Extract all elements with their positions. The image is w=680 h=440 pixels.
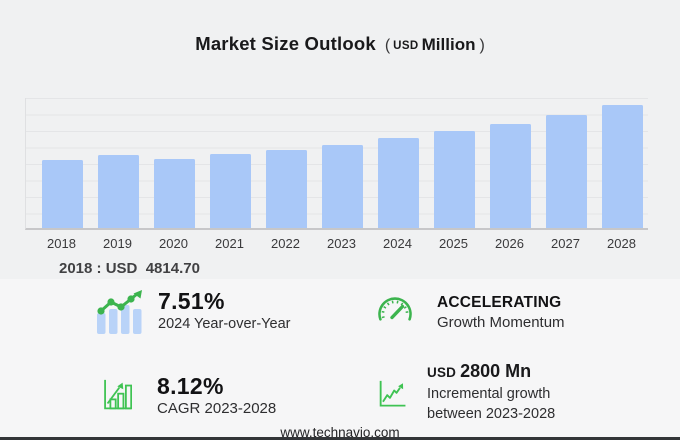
bar-2023 [322,144,363,228]
bar-2021 [210,154,251,228]
unit-label: Million [421,35,476,54]
bar-2019 [98,154,139,228]
incremental-label: Incremental growth between 2023-2028 [427,386,556,422]
bar-2018 [42,159,83,228]
bar-series [42,98,643,228]
unit-paren-open: ( [384,37,391,54]
x-tick-2026: 2026 [495,236,524,251]
momentum-value: ACCELERATING [437,294,562,311]
x-tick-2023: 2023 [327,236,356,251]
incremental-value-row: USD 2800 Mn [427,361,555,382]
unit-paren-close: ) [479,37,485,54]
x-axis-labels: 2018 2019 2020 2021 2022 2023 2024 2025 2026 2027… [41,236,642,251]
growth-chart-icon [104,379,132,410]
stat-incremental: USD 2800 Mn Incremental growth between 20… [376,361,555,424]
x-tick-2028: 2028 [607,236,636,251]
bottom-edge-bar [0,437,680,440]
bar-2022 [266,149,307,228]
bar-2025 [434,131,475,228]
yoy-value: 7.51% [158,288,225,314]
bar-2028 [602,104,643,228]
x-tick-2020: 2020 [159,236,188,251]
yoy-label: 2024 Year-over-Year [158,316,291,332]
bar-2026 [490,123,531,228]
base-year-callout: 2018 : USD 4814.70 [59,260,200,277]
gauge-icon [378,297,412,321]
unit-currency: USD [393,40,419,52]
bar-2024 [378,138,419,228]
website-link[interactable]: www.technavio.com [280,425,400,440]
bar-2027 [546,114,587,228]
momentum-label: Growth Momentum [437,314,565,331]
incremental-currency: USD [427,365,457,380]
stat-momentum: ACCELERATING Growth Momentum [375,294,565,331]
bar-2020 [154,158,195,228]
footer: www.technavio.com [0,425,680,440]
chart-title: Market Size Outlook (USD Million) [0,33,680,55]
bar-trend-icon [97,290,142,334]
bar-chart-plot [25,98,648,230]
x-tick-2027: 2027 [551,236,580,251]
x-tick-2024: 2024 [383,236,412,251]
x-tick-2022: 2022 [271,236,300,251]
x-tick-2019: 2019 [103,236,132,251]
stat-cagr: 8.12% CAGR 2023-2028 [101,374,276,417]
chart-title-text: Market Size Outlook [195,33,376,54]
stats-panel [0,279,680,440]
incremental-value: 2800 Mn [460,361,532,381]
x-tick-2025: 2025 [439,236,468,251]
x-tick-2021: 2021 [215,236,244,251]
line-chart-icon [379,380,406,407]
stat-yoy: 7.51% 2024 Year-over-Year [96,289,290,334]
cagr-label: CAGR 2023-2028 [157,400,277,417]
x-tick-2018: 2018 [47,236,76,251]
cagr-value: 8.12% [157,373,224,399]
